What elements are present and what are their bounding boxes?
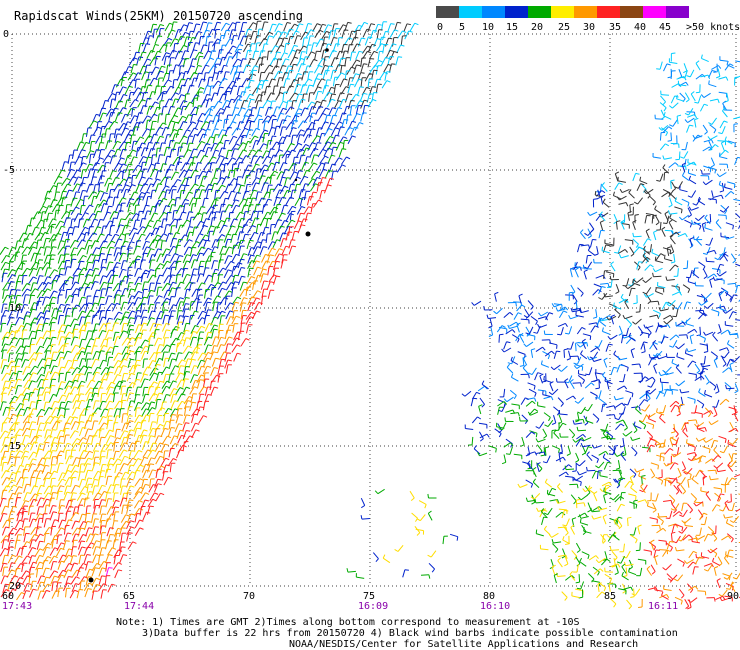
legend-swatch <box>482 6 505 18</box>
island-marker <box>325 48 329 52</box>
legend-swatch <box>551 6 574 18</box>
island-marker <box>305 231 311 237</box>
legend-label: 25 <box>558 22 570 33</box>
legend-label: 35 <box>609 22 621 33</box>
note-line-3: NOAA/NESDIS/Center for Satellite Applica… <box>289 639 638 650</box>
lon-tick-label: 65 <box>123 591 135 602</box>
wind-barbs <box>0 20 740 610</box>
lon-tick-label: 75 <box>363 591 375 602</box>
legend-swatch <box>436 6 459 18</box>
note-line-1: Note: 1) Times are GMT 2)Times along bot… <box>116 617 580 628</box>
island-markers <box>88 48 329 583</box>
lon-tick-label: 85 <box>604 591 616 602</box>
lat-tick-label: -15 <box>3 441 21 452</box>
legend-swatch <box>620 6 643 18</box>
legend-label: 30 <box>583 22 595 33</box>
legend-swatch <box>528 6 551 18</box>
legend-swatch <box>459 6 482 18</box>
time-labels: 17:43 17:44 16:09 16:10 16:11 <box>2 601 678 612</box>
time-label: 17:43 <box>2 601 32 612</box>
legend-swatch <box>574 6 597 18</box>
time-label: 16:09 <box>358 601 388 612</box>
time-label: 16:10 <box>480 601 510 612</box>
lon-tick-label: 60 <box>2 591 14 602</box>
legend-label: 20 <box>531 22 543 33</box>
island-marker <box>88 577 94 583</box>
legend-label: 45 <box>659 22 671 33</box>
legend-swatch <box>597 6 620 18</box>
legend-label: 0 <box>437 22 443 33</box>
lon-tick-label: 70 <box>243 591 255 602</box>
note-line-2: 3)Data buffer is 22 hrs from 20150720 4)… <box>142 628 678 639</box>
time-label: 17:44 <box>124 601 154 612</box>
lat-tick-label: -10 <box>3 303 21 314</box>
legend-swatch <box>505 6 528 18</box>
map-title: Rapidscat Winds(25KM) 20150720 ascending <box>14 9 303 23</box>
legend-label: >50 knots <box>686 22 740 33</box>
longitude-labels: 60 65 70 75 80 85 90 <box>2 591 739 602</box>
legend-label: 5 <box>459 22 465 33</box>
lon-tick-label: 90 <box>727 591 739 602</box>
lat-tick-label: -20 <box>3 581 21 592</box>
time-label: 16:11 <box>648 601 678 612</box>
lat-lon-grid <box>11 33 737 587</box>
legend-label: 40 <box>634 22 646 33</box>
legend-label: 15 <box>506 22 518 33</box>
island-marker <box>294 178 298 182</box>
legend-swatch <box>666 6 689 18</box>
legend-label: 10 <box>482 22 494 33</box>
latitude-labels: 0 -5 -10 -15 -20 <box>3 29 21 592</box>
lon-tick-label: 80 <box>483 591 495 602</box>
legend-swatch <box>643 6 666 18</box>
wind-speed-legend: 0 5 10 15 20 25 30 35 40 45 >50 knots <box>436 6 740 33</box>
lat-tick-label: 0 <box>3 29 9 40</box>
lat-tick-label: -5 <box>3 165 15 176</box>
